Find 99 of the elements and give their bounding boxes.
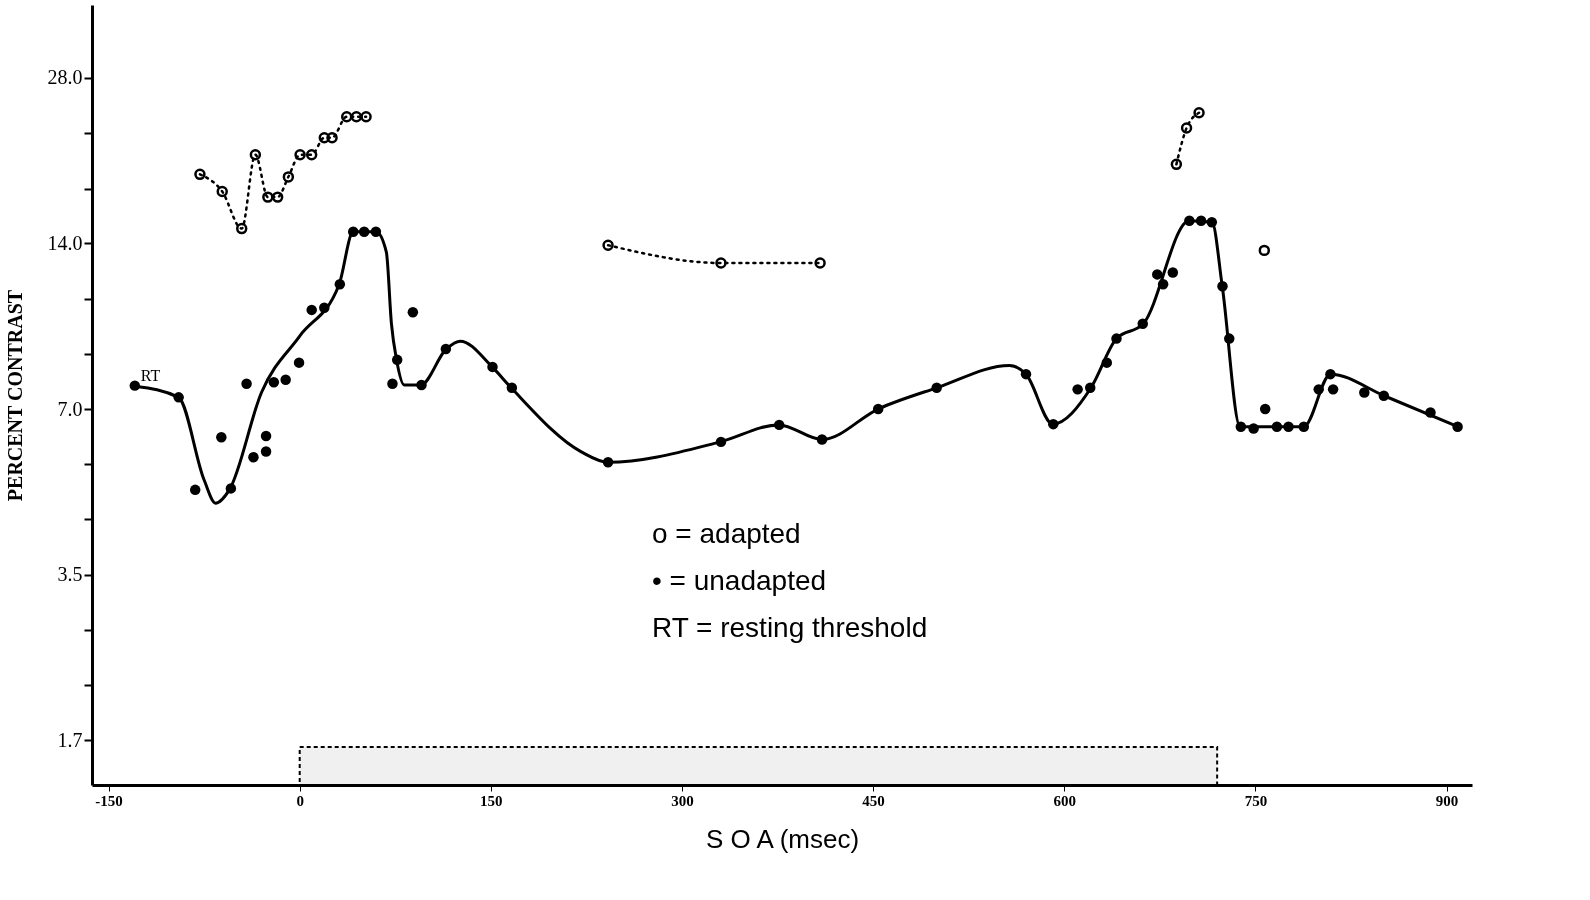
point — [387, 378, 398, 390]
point — [194, 168, 206, 181]
x-tick-label: 900 — [1435, 792, 1459, 809]
point — [350, 111, 363, 123]
point — [249, 149, 262, 161]
point — [341, 111, 353, 123]
point — [1235, 421, 1247, 432]
point — [326, 131, 338, 144]
point — [173, 392, 184, 403]
point — [1193, 107, 1205, 119]
point — [1298, 421, 1310, 432]
point — [236, 222, 248, 235]
annotation: RT — [140, 366, 161, 384]
x-tick-label: -150 — [95, 792, 123, 809]
point — [262, 191, 274, 203]
y-tick-label: 1.7 — [57, 728, 83, 751]
x-tick-label: 150 — [480, 792, 503, 809]
point — [280, 374, 291, 386]
point — [1248, 423, 1259, 434]
point — [370, 226, 382, 238]
point — [814, 257, 826, 269]
point — [293, 357, 305, 368]
point — [816, 434, 828, 445]
point — [1206, 217, 1218, 228]
point — [1111, 333, 1122, 344]
point — [248, 452, 259, 463]
point — [872, 403, 884, 415]
point — [216, 431, 227, 443]
point — [360, 111, 372, 123]
x-tick-label: 450 — [862, 792, 885, 809]
point — [1195, 215, 1207, 226]
point — [407, 306, 419, 318]
point — [1359, 387, 1370, 398]
point — [225, 483, 237, 494]
point — [1020, 368, 1032, 380]
point — [602, 239, 614, 251]
y-axis-title: PERCENT CONTRAST — [3, 289, 26, 502]
y-tick-label: 28.0 — [47, 66, 83, 89]
annotation: o = adapted — [652, 518, 801, 549]
point — [1157, 279, 1169, 290]
y-tick-label: 7.0 — [57, 397, 83, 420]
point — [1452, 421, 1463, 432]
point — [241, 378, 252, 390]
point — [1224, 333, 1235, 344]
point — [715, 436, 727, 448]
point — [189, 484, 201, 496]
point — [506, 382, 518, 394]
point — [318, 131, 331, 144]
point — [1271, 421, 1283, 432]
point — [282, 171, 295, 183]
point — [216, 185, 228, 198]
point — [602, 457, 614, 468]
point — [1313, 384, 1324, 395]
point — [294, 149, 306, 161]
point — [306, 304, 317, 316]
point — [305, 149, 318, 161]
point — [773, 419, 785, 431]
x-axis-title: S O A (msec) — [705, 823, 860, 854]
point — [1425, 407, 1436, 418]
point — [1072, 384, 1083, 395]
annotation: RT = resting threshold — [652, 612, 928, 643]
point — [268, 377, 280, 388]
point — [1283, 421, 1294, 432]
y-tick-label: 14.0 — [47, 231, 83, 254]
point — [1084, 382, 1096, 394]
point — [1048, 418, 1059, 430]
point — [1180, 122, 1193, 134]
point — [1325, 368, 1336, 380]
point — [260, 446, 272, 457]
point — [1184, 215, 1195, 226]
point — [1101, 357, 1113, 368]
point — [319, 302, 330, 313]
point — [1327, 384, 1339, 395]
point — [931, 382, 942, 394]
point — [1137, 318, 1148, 330]
point — [1378, 390, 1390, 401]
point — [391, 354, 403, 366]
y-tick-label: 3.5 — [57, 563, 83, 586]
point — [1259, 403, 1271, 415]
x-tick-label: 750 — [1244, 792, 1268, 809]
point — [1170, 158, 1183, 171]
point — [1217, 281, 1228, 292]
point — [260, 430, 272, 442]
x-tick-label: 0 — [296, 792, 304, 809]
point — [334, 279, 346, 290]
point — [347, 226, 359, 238]
point — [358, 226, 370, 238]
point — [1152, 269, 1163, 280]
point — [715, 257, 727, 269]
point — [416, 379, 427, 391]
x-tick-label: 600 — [1053, 792, 1076, 809]
point — [271, 191, 284, 203]
point — [440, 343, 452, 355]
point — [1258, 244, 1271, 257]
x-tick-label: 300 — [671, 792, 694, 809]
point — [487, 361, 498, 373]
annotation: • = unadapted — [652, 565, 827, 596]
point — [129, 380, 141, 391]
point — [1167, 267, 1179, 278]
